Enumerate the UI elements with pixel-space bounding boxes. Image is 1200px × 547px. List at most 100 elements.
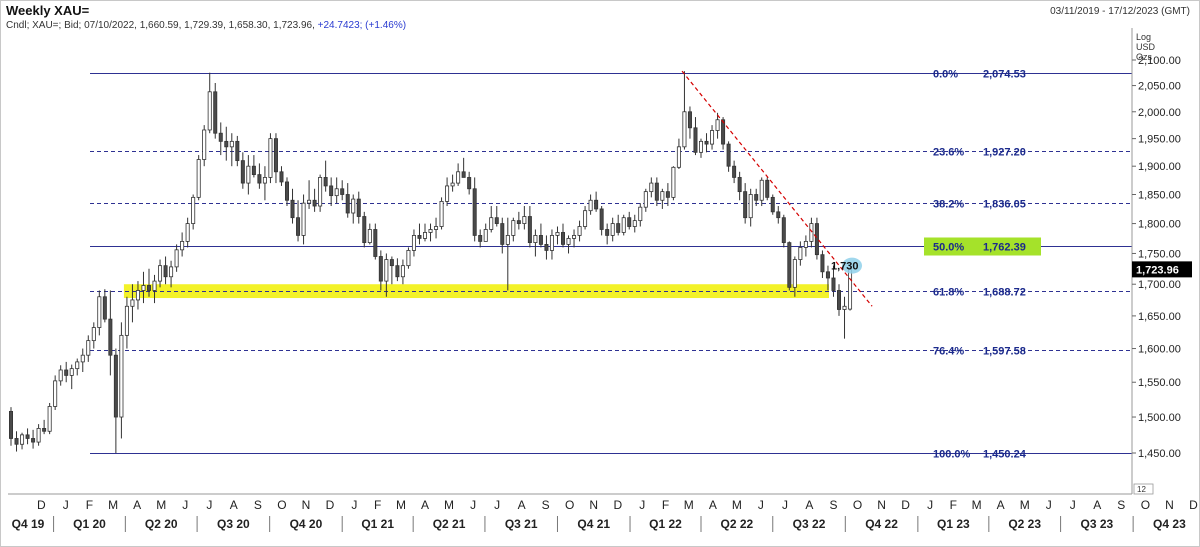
scale-label-log: Log [1136,32,1152,42]
y-tick-label: 1,800.00 [1138,219,1181,231]
x-quarter-label: Q2 23 [1008,517,1041,531]
x-month-label: S [542,498,550,512]
candle-down [754,194,759,201]
x-month-label: N [1165,498,1174,512]
candle-down [616,223,621,233]
candle-up [555,232,560,236]
x-quarter-label: Q1 20 [73,517,106,531]
candle-up [489,217,494,230]
x-month-label: M [1020,498,1030,512]
candle-down [240,160,245,184]
candle-down [654,182,659,201]
x-month-label: O [853,498,862,512]
x-month-label: D [613,498,622,512]
candle-down [356,198,361,217]
candle-down [273,138,278,173]
candle-down [224,140,229,148]
candle-down [831,277,836,291]
candle-up [610,223,615,236]
candle-down [296,217,301,236]
candle-up [792,259,797,288]
candle-up [97,296,102,328]
fib-price-label: 2,074.53 [983,69,1026,81]
candle-down [693,127,698,153]
x-month-label: N [877,498,886,512]
candle-down [732,165,737,178]
candle-up [58,369,63,382]
candle-down [544,244,549,251]
fib-level-label: 23.6% [933,147,964,159]
scale-label-unit: Ozs [1136,52,1153,62]
fib-price-label: 1,762.39 [983,242,1026,254]
candle-down [627,217,632,227]
candle-down [257,174,262,184]
candle-down [362,216,367,244]
fib-highlight-box [924,237,1041,256]
chart-title: Weekly XAU= [6,3,90,18]
candle-down [599,208,604,230]
candle-up [367,229,372,244]
candle-up [307,199,312,204]
x-month-label: J [927,498,933,512]
candle-up [130,299,135,307]
candle-down [704,140,709,145]
x-month-label: A [518,498,526,512]
x-month-label: D [326,498,335,512]
candle-down [594,199,599,210]
candle-up [268,138,273,178]
candle-down [373,229,378,257]
candle-down [726,143,731,167]
x-month-label: N [302,498,311,512]
candle-down [478,235,483,242]
y-tick-label: 1,850.00 [1138,189,1181,201]
candle-up [191,196,196,224]
y-tick-label: 1,950.00 [1138,134,1181,146]
x-month-label: J [1070,498,1076,512]
x-quarter-label: Q1 23 [937,517,970,531]
candle-up [20,434,25,445]
candle-up [710,130,715,145]
candle-up [152,280,157,291]
candle-down [494,217,499,224]
x-quarter-label: Q3 20 [217,517,250,531]
candle-down [516,220,521,224]
candle-up [169,266,174,278]
candle-up [660,191,665,201]
candle-up [848,268,853,310]
candle-down [279,171,284,183]
x-month-label: O [277,498,286,512]
fib-price-label: 1,450.24 [983,449,1027,461]
candle-up [384,259,389,282]
candle-up [422,232,427,239]
candle-down [687,111,692,129]
candle-up [80,354,85,363]
candle-down [837,290,842,310]
candle-up [450,182,455,187]
x-month-label: F [374,498,381,512]
candle-up [533,235,538,244]
candle-up [318,177,323,207]
y-tick-label: 1,650.00 [1138,311,1181,323]
x-quarter-label: Q3 21 [505,517,538,531]
candle-down [500,223,505,245]
x-month-label: F [662,498,669,512]
candle-up [174,249,179,268]
candle-down [8,410,13,439]
candle-up [229,140,234,148]
x-month-label: S [829,498,837,512]
x-month-label: A [1093,498,1101,512]
annotation-label: 1,730 [831,261,859,273]
candle-up [91,327,96,342]
legend-change: +24.7423; (+1.46%) [317,20,407,31]
candle-up [445,185,450,202]
candle-up [439,201,444,227]
x-month-label: J [351,498,357,512]
x-quarter-label: Q4 23 [1153,517,1186,531]
candle-up [715,119,720,131]
candle-down [235,140,240,162]
candle-up [809,223,814,242]
corner-label: 12 [1137,485,1146,494]
candle-up [69,368,74,376]
candle-up [246,165,251,184]
